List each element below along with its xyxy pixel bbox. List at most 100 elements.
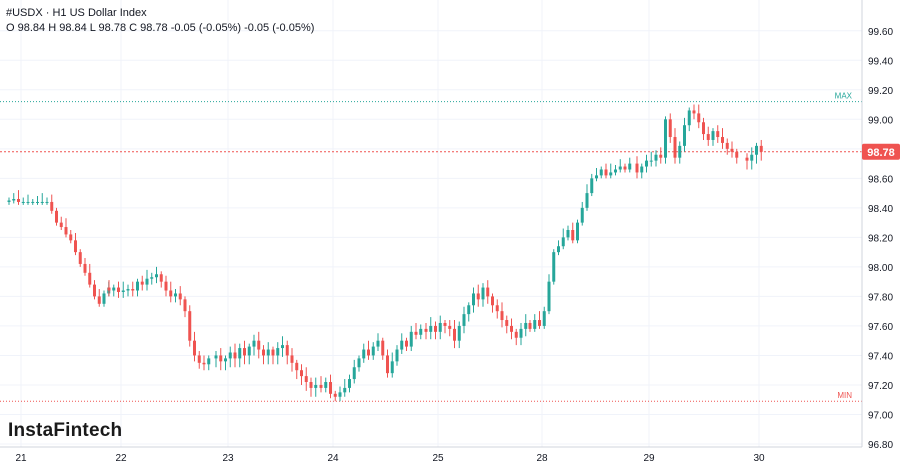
candle-down (262, 349, 265, 356)
candle-down (197, 355, 201, 363)
candle-up (136, 281, 139, 291)
candle-up (238, 348, 242, 359)
candle-up (36, 201, 39, 203)
candle-down (295, 362, 299, 371)
candle-up (338, 392, 342, 397)
y-tick-label: 98.60 (868, 174, 893, 185)
candle-up (711, 131, 715, 140)
y-tick-label: 99.20 (868, 86, 893, 97)
candle-down (243, 348, 246, 356)
candle-down (514, 331, 518, 338)
candle-up (266, 349, 270, 356)
candle-up (207, 358, 211, 365)
candle-down (759, 145, 763, 152)
candle-down (571, 230, 575, 241)
candle-down (117, 287, 120, 292)
candle-down (329, 382, 332, 394)
candle-up (419, 328, 423, 335)
candle-up (276, 348, 280, 356)
candle-down (271, 349, 275, 356)
candle-down (183, 299, 187, 312)
candle-up (121, 290, 125, 292)
y-tick-label: 98.00 (868, 263, 893, 274)
candle-up (214, 355, 218, 359)
candle-down (495, 305, 499, 312)
candle-up (755, 145, 758, 155)
candle-down (233, 352, 237, 359)
candle-down (93, 284, 96, 297)
candle-down (304, 376, 308, 383)
candle-up (533, 320, 537, 329)
instafintech-logo: InstaFintech (8, 420, 123, 441)
candle-up (678, 145, 682, 158)
candle-up (12, 199, 16, 201)
candle-down (164, 281, 168, 291)
candle-down (202, 362, 206, 365)
x-tick-label: 21 (15, 453, 27, 464)
candle-down (528, 322, 532, 329)
candle-down (64, 227, 68, 235)
candle-up (352, 367, 356, 380)
candle-up (481, 287, 485, 300)
candle-down (83, 263, 87, 273)
candle-down (424, 328, 428, 332)
candle-down (381, 340, 385, 356)
candle-down (706, 134, 710, 140)
candle-up (357, 358, 361, 368)
y-tick-label: 97.20 (868, 381, 893, 392)
candle-down (453, 328, 456, 341)
x-tick-label: 22 (115, 453, 127, 464)
candle-down (476, 293, 480, 300)
ohlc-readout: O 98.84 H 98.84 L 98.78 C 98.78 -0.05 (-… (6, 22, 315, 34)
candle-down (140, 281, 144, 285)
candle-down (486, 287, 490, 297)
candle-up (628, 163, 632, 170)
candle-down (725, 142, 729, 149)
candle-up (252, 340, 256, 347)
candle-up (599, 169, 603, 176)
x-tick-label: 28 (536, 453, 548, 464)
candle-down (414, 331, 418, 335)
candle-up (683, 125, 686, 146)
x-tick-label: 30 (753, 453, 765, 464)
grid-layer (0, 0, 862, 447)
x-tick-label: 25 (432, 453, 444, 464)
current-price-label: 98.78 (867, 147, 895, 159)
candle-down (604, 169, 608, 176)
candle-down (159, 274, 163, 282)
candle-up (557, 246, 560, 253)
candle-down (78, 252, 82, 264)
candle-up (150, 277, 154, 279)
candle-up (21, 201, 25, 203)
candle-down (50, 201, 54, 211)
candle-up (614, 169, 617, 173)
candle-up (145, 278, 149, 285)
reference-label: MIN (837, 391, 852, 400)
candle-down (745, 157, 749, 161)
current-price-tag (862, 143, 900, 160)
candle-up (112, 287, 116, 291)
candle-down (131, 289, 135, 291)
candle-up (348, 379, 351, 388)
candle-up (645, 160, 648, 167)
candle-up (324, 382, 328, 388)
candle-up (595, 175, 598, 179)
candle-down (386, 355, 389, 374)
candle-down (735, 151, 739, 158)
y-tick-label: 98.20 (868, 233, 893, 244)
title-separator: · (45, 7, 50, 19)
candle-down (188, 311, 192, 341)
reference-lines: MAX MIN (0, 92, 862, 402)
y-tick-label: 97.00 (868, 410, 893, 421)
candle-up (467, 305, 471, 315)
candle-up (429, 325, 433, 332)
y-tick-label: 97.40 (868, 351, 893, 362)
candle-down (97, 296, 101, 304)
candle-down (333, 393, 337, 397)
candle-up (155, 274, 158, 278)
y-tick-label: 97.80 (868, 292, 893, 303)
candle-down (730, 148, 734, 152)
candle-up (224, 358, 227, 362)
symbol-label[interactable]: #USDX (6, 7, 43, 19)
